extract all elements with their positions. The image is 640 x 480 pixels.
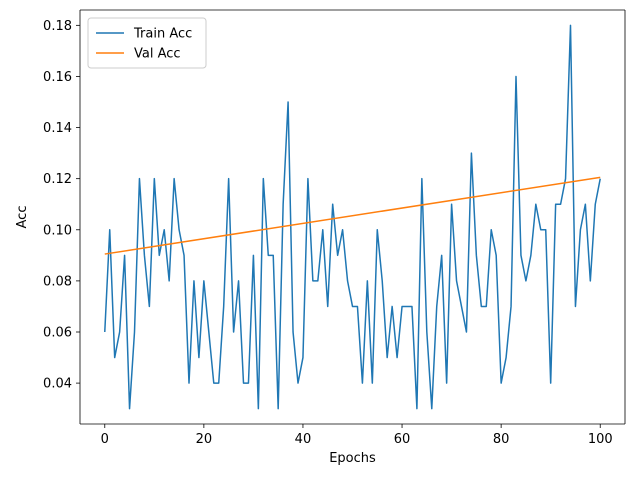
y-tick-label: 0.04	[43, 377, 72, 392]
x-tick-label: 60	[394, 432, 411, 447]
x-axis-label: Epochs	[329, 451, 376, 466]
legend-box	[87, 17, 207, 69]
y-tick-label: 0.06	[43, 326, 72, 341]
series-line-train-acc	[104, 24, 601, 410]
x-tick-label: 40	[295, 432, 312, 447]
legend-label: Val Acc	[134, 47, 181, 62]
y-tick-label: 0.18	[43, 19, 72, 34]
series-line-val-acc	[104, 176, 601, 255]
plot-area	[80, 10, 625, 424]
x-tick-label: 0	[101, 432, 109, 447]
plot-background	[80, 10, 625, 424]
axes: 0 20 40 60 80 100 0.04 0.06 0.08 0.10 0.12 0.14 0.16…	[15, 9, 626, 466]
y-tick-label: 0.08	[43, 274, 72, 289]
x-tick-label: 100	[588, 432, 613, 447]
legend: Train Acc Val Acc	[87, 17, 207, 69]
y-tick-label: 0.10	[43, 223, 72, 238]
x-tick-label: 80	[493, 432, 510, 447]
y-tick-label: 0.12	[43, 172, 72, 187]
y-tick-label: 0.16	[43, 70, 72, 85]
x-tick-label: 20	[196, 432, 213, 447]
y-axis-label: Acc	[15, 206, 30, 229]
legend-label: Train Acc	[133, 27, 192, 42]
series-lines	[104, 24, 601, 410]
y-tick-label: 0.14	[43, 121, 72, 136]
